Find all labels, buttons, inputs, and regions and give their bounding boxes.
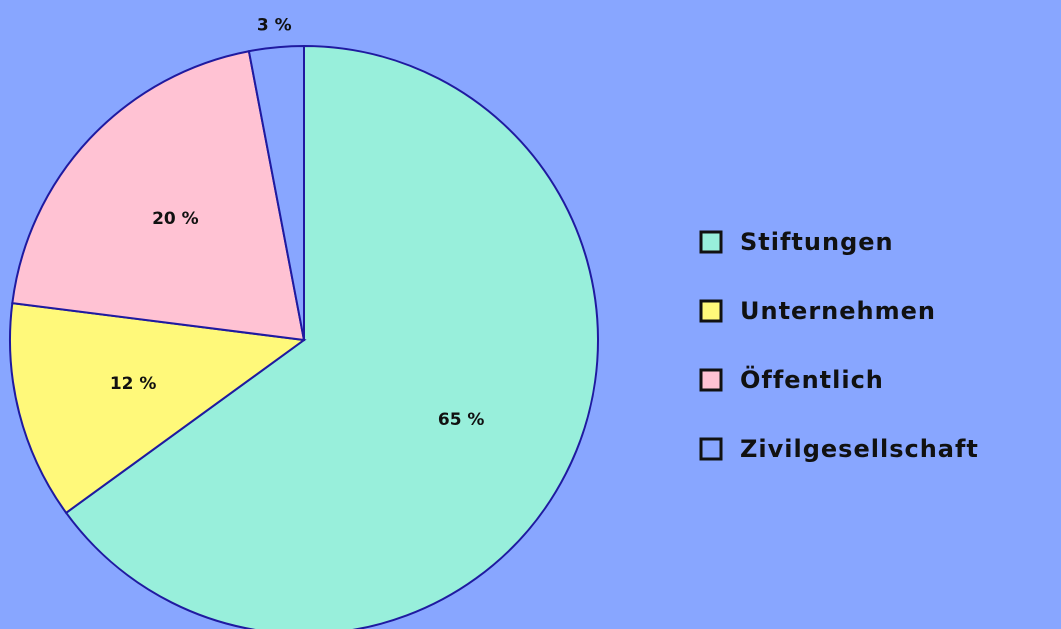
legend-label: Öffentlich [740,364,884,394]
pie-slice [11,50,306,342]
data-label: 12 % [110,374,157,394]
legend-label: Zivilgesellschaft [740,435,979,463]
pie-slice [9,302,307,515]
pie-slice [247,44,305,341]
legend-label: Stiftungen [740,228,894,256]
legend-swatch [699,230,723,254]
data-label: 65 % [438,410,485,430]
legend-label: Unternehmen [740,297,936,325]
data-label: 3 % [257,15,292,35]
legend-swatch [699,437,723,461]
legend-swatch [699,299,723,323]
legend-swatch [699,368,723,392]
data-label: 20 % [152,209,199,229]
pie-slice [64,44,599,629]
